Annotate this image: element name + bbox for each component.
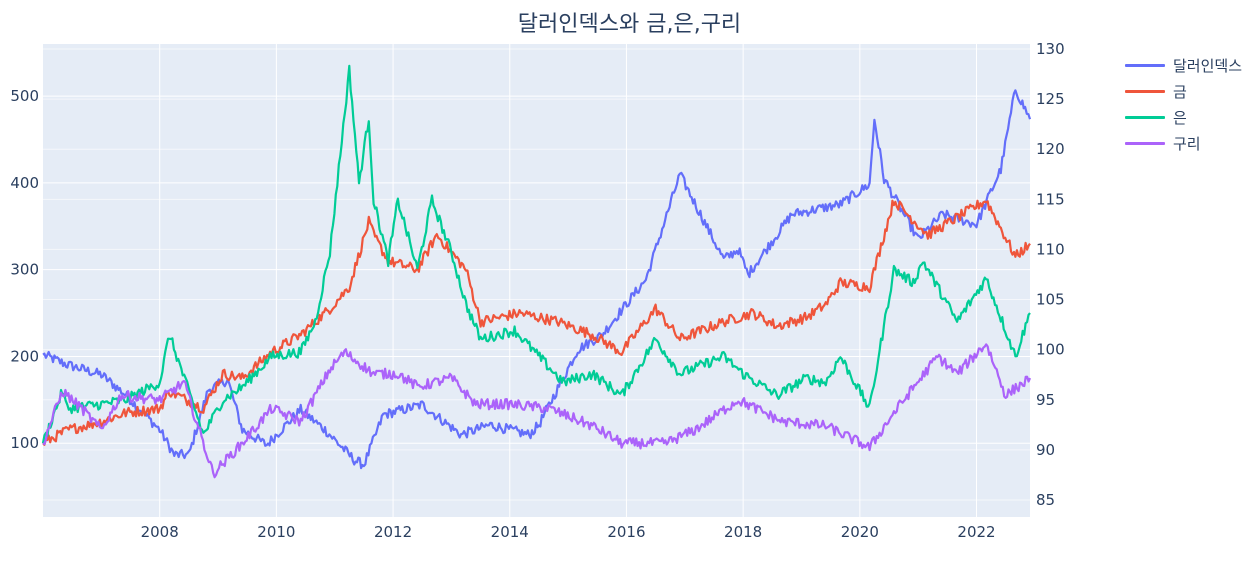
legend-item-0[interactable]: 달러인덱스 xyxy=(1125,52,1242,78)
x-tick-label: 2022 xyxy=(957,523,995,541)
series-line-0 xyxy=(42,89,1032,470)
legend-swatch xyxy=(1125,115,1165,119)
legend-label: 금 xyxy=(1173,82,1187,101)
y-left-tick-label: 400 xyxy=(10,174,39,192)
legend-item-1[interactable]: 금 xyxy=(1125,78,1242,104)
x-tick-label: 2010 xyxy=(257,523,295,541)
x-tick-label: 2008 xyxy=(141,523,179,541)
legend-swatch xyxy=(1125,141,1165,145)
legend-item-2[interactable]: 은 xyxy=(1125,104,1242,130)
x-tick-label: 2012 xyxy=(374,523,412,541)
y-right-tick-label: 110 xyxy=(1036,240,1065,258)
legend-swatch xyxy=(1125,63,1165,67)
legend-item-3[interactable]: 구리 xyxy=(1125,130,1242,156)
legend-label: 달러인덱스 xyxy=(1173,56,1243,75)
legend-label: 은 xyxy=(1173,108,1187,127)
legend-label: 구리 xyxy=(1173,134,1201,153)
plot-background xyxy=(43,44,1030,517)
y-right-tick-label: 100 xyxy=(1036,341,1065,359)
y-left-tick-label: 300 xyxy=(10,261,39,279)
x-tick-label: 2014 xyxy=(491,523,529,541)
y-right-tick-label: 130 xyxy=(1036,40,1065,58)
y-right-tick-label: 95 xyxy=(1036,391,1055,409)
series-line-2 xyxy=(41,64,1031,444)
y-left-tick-label: 200 xyxy=(10,347,39,365)
y-right-tick-label: 120 xyxy=(1036,140,1065,158)
y-right-tick-label: 115 xyxy=(1036,190,1065,208)
y-left-tick-label: 100 xyxy=(10,434,39,452)
chart-title: 달러인덱스와 금,은,구리 xyxy=(517,12,742,37)
y-right-tick-label: 85 xyxy=(1036,491,1055,509)
y-right-tick-label: 90 xyxy=(1036,441,1055,459)
tick-labels: 2008 2010 2012 2014 2016 2018 2020 2022 100 200 30… xyxy=(10,40,1064,541)
y-left-tick-label: 500 xyxy=(10,87,39,105)
x-tick-label: 2018 xyxy=(724,523,762,541)
y-right-tick-label: 105 xyxy=(1036,291,1065,309)
series-line-3 xyxy=(42,343,1032,479)
x-tick-label: 2020 xyxy=(841,523,879,541)
series-lines xyxy=(41,64,1032,479)
y-right-tick-label: 125 xyxy=(1036,90,1065,108)
x-tick-label: 2016 xyxy=(607,523,645,541)
series-line-1 xyxy=(42,199,1031,446)
legend-swatch xyxy=(1125,89,1165,93)
